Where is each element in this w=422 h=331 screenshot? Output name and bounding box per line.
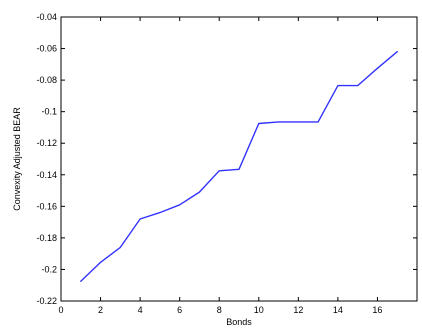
x-tick-label: 8 xyxy=(217,305,222,315)
series-line xyxy=(80,51,398,282)
y-tick-label: -0.1 xyxy=(41,107,57,117)
y-tick-label: -0.22 xyxy=(36,296,57,306)
y-tick-label: -0.2 xyxy=(41,264,57,274)
series-layer xyxy=(80,51,398,282)
x-tick-label: 16 xyxy=(372,305,382,315)
x-tick-label: 14 xyxy=(333,305,343,315)
x-axis-label: Bonds xyxy=(226,317,252,326)
x-tick-label: 2 xyxy=(98,305,103,315)
x-tick-label: 12 xyxy=(293,305,303,315)
y-axis-label: Convexity Adjusted BEAR xyxy=(12,107,22,211)
x-tick-label: 0 xyxy=(58,305,63,315)
x-tick-label: 4 xyxy=(138,305,143,315)
plot-frame xyxy=(60,16,418,302)
y-tick-label: -0.04 xyxy=(36,12,57,22)
y-tick-label: -0.18 xyxy=(36,233,57,243)
y-tick-label: -0.12 xyxy=(36,138,57,148)
y-tick-label: -0.08 xyxy=(36,75,57,85)
y-tick-label: -0.14 xyxy=(36,170,57,180)
x-tick-label: 6 xyxy=(177,305,182,315)
axis-tick-labels: 0 2 4 6 8 10 12 14 16 -0.22 -0.2 -0.18 -0.16 -0.14 -0.… xyxy=(36,12,382,315)
plot-area-background xyxy=(61,17,417,301)
x-tick-label: 10 xyxy=(254,305,264,315)
y-tick-label: -0.16 xyxy=(36,201,57,211)
y-tick-label: -0.06 xyxy=(36,44,57,54)
